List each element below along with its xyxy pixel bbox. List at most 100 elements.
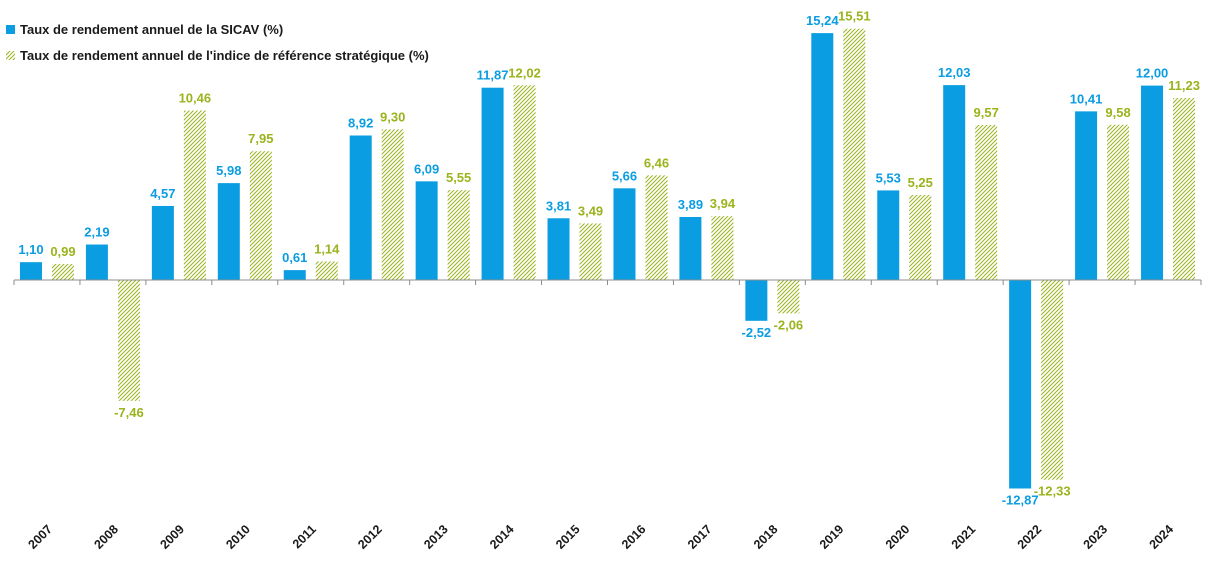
data-label-sicav-2013: 6,09 — [414, 161, 439, 176]
data-label-reference-2021: 9,57 — [974, 105, 999, 120]
data-label-sicav-2010: 5,98 — [216, 163, 241, 178]
data-label-reference-2014: 12,02 — [508, 65, 541, 80]
data-label-reference-2013: 5,55 — [446, 170, 471, 185]
x-tick-label-2016: 2016 — [619, 522, 649, 552]
x-tick-label-2008: 2008 — [91, 522, 121, 552]
bars-layer — [19, 28, 1196, 489]
x-tick-label-2024: 2024 — [1147, 522, 1177, 552]
bar-sicav-2022 — [1009, 280, 1032, 489]
x-tick-label-2012: 2012 — [355, 522, 385, 552]
legend-item-sicav: Taux de rendement annuel de la SICAV (%) — [6, 16, 429, 42]
data-label-sicav-2008: 2,19 — [84, 225, 109, 240]
bar-sicav-2013 — [415, 181, 438, 280]
bar-reference-2016 — [645, 175, 668, 280]
bar-reference-2015 — [579, 223, 602, 280]
data-label-sicav-2009: 4,57 — [150, 186, 175, 201]
bar-sicav-2008 — [85, 244, 108, 280]
bar-reference-2012 — [381, 129, 404, 280]
data-label-reference-2009: 10,46 — [179, 91, 212, 106]
bar-sicav-2014 — [481, 87, 504, 281]
data-label-reference-2024: 11,23 — [1168, 78, 1200, 93]
data-label-sicav-2023: 10,41 — [1070, 91, 1103, 106]
x-tick-label-2009: 2009 — [157, 522, 187, 552]
legend-swatch-reference — [6, 50, 15, 60]
data-label-reference-2017: 3,94 — [710, 196, 736, 211]
bar-sicav-2021 — [943, 85, 966, 280]
legend-label-reference: Taux de rendement annuel de l'indice de … — [20, 47, 429, 63]
bar-sicav-2011 — [283, 270, 306, 280]
bar-sicav-2016 — [613, 188, 636, 280]
data-label-reference-2018: -2,06 — [774, 317, 804, 332]
data-label-sicav-2020: 5,53 — [876, 170, 901, 185]
x-tick-label-2011: 2011 — [290, 522, 319, 551]
bar-sicav-2024 — [1141, 85, 1164, 280]
bar-reference-2007 — [51, 263, 74, 280]
bar-sicav-2023 — [1075, 111, 1098, 280]
bar-reference-2023 — [1107, 124, 1130, 280]
bar-sicav-2009 — [151, 205, 174, 280]
x-tick-label-2023: 2023 — [1081, 522, 1111, 552]
data-label-reference-2023: 9,58 — [1105, 105, 1130, 120]
x-tick-label-2014: 2014 — [487, 522, 517, 552]
data-label-sicav-2012: 8,92 — [348, 115, 373, 130]
bar-sicav-2019 — [811, 33, 834, 280]
data-label-sicav-2024: 12,00 — [1136, 66, 1169, 81]
x-tick-label-2007: 2007 — [26, 522, 56, 552]
bar-reference-2011 — [315, 261, 338, 280]
data-label-sicav-2014: 11,87 — [477, 68, 509, 83]
data-label-sicav-2019: 15,24 — [806, 13, 839, 28]
bar-reference-2010 — [249, 151, 272, 280]
data-label-reference-2022: -12,33 — [1034, 484, 1071, 499]
bar-sicav-2012 — [349, 135, 372, 280]
legend-item-reference: Taux de rendement annuel de l'indice de … — [6, 42, 429, 68]
bar-reference-2024 — [1173, 98, 1196, 280]
legend-label-sicav: Taux de rendement annuel de la SICAV (%) — [20, 21, 284, 37]
x-tick-label-2015: 2015 — [553, 522, 583, 552]
data-label-sicav-2018: -2,52 — [742, 325, 772, 340]
bar-sicav-2010 — [217, 183, 240, 280]
data-label-sicav-2016: 5,66 — [612, 168, 637, 183]
x-tick-label-2019: 2019 — [817, 522, 847, 552]
x-axis — [13, 279, 1202, 285]
x-tick-label-2018: 2018 — [751, 522, 781, 552]
x-tick-label-2017: 2017 — [685, 522, 715, 552]
bar-reference-2018 — [777, 280, 800, 314]
data-label-reference-2007: 0,99 — [50, 244, 75, 259]
bar-reference-2022 — [1041, 280, 1064, 480]
bar-reference-2020 — [909, 194, 932, 280]
bar-sicav-2017 — [679, 216, 702, 280]
data-label-reference-2019: 15,51 — [838, 9, 871, 24]
x-tick-label-2020: 2020 — [883, 522, 913, 552]
x-tick-label-2013: 2013 — [421, 522, 451, 552]
bar-sicav-2020 — [877, 190, 900, 280]
bar-sicav-2018 — [745, 280, 768, 321]
legend: Taux de rendement annuel de la SICAV (%)… — [6, 16, 429, 68]
data-label-reference-2010: 7,95 — [248, 131, 273, 146]
data-label-sicav-2015: 3,81 — [546, 198, 571, 213]
bar-reference-2019 — [843, 28, 866, 280]
data-label-sicav-2017: 3,89 — [678, 197, 703, 212]
bar-sicav-2015 — [547, 218, 570, 280]
x-tick-label-2021: 2021 — [949, 522, 979, 552]
legend-swatch-sicav — [6, 24, 15, 34]
x-tick-label-2022: 2022 — [1015, 522, 1045, 552]
bar-reference-2009 — [183, 110, 206, 280]
data-label-sicav-2011: 0,61 — [282, 250, 307, 265]
bar-reference-2013 — [447, 190, 470, 280]
x-tick-labels: 2007 2008 2009 2010 2011 2012 2013 2014 2015 2016… — [26, 522, 1177, 552]
data-label-reference-2015: 3,49 — [578, 203, 603, 218]
data-label-reference-2012: 9,30 — [380, 109, 405, 124]
bar-reference-2014 — [513, 85, 536, 280]
bar-reference-2017 — [711, 216, 734, 280]
bar-reference-2008 — [117, 280, 140, 401]
data-label-reference-2008: -7,46 — [114, 405, 144, 420]
data-label-sicav-2007: 1,10 — [18, 242, 43, 257]
data-label-reference-2016: 6,46 — [644, 155, 669, 170]
data-label-reference-2020: 5,25 — [908, 175, 933, 190]
bar-reference-2021 — [975, 124, 998, 280]
bar-sicav-2007 — [19, 262, 42, 280]
x-tick-label-2010: 2010 — [223, 522, 253, 552]
data-label-sicav-2022: -12,87 — [1002, 492, 1039, 507]
data-label-sicav-2021: 12,03 — [938, 65, 971, 80]
